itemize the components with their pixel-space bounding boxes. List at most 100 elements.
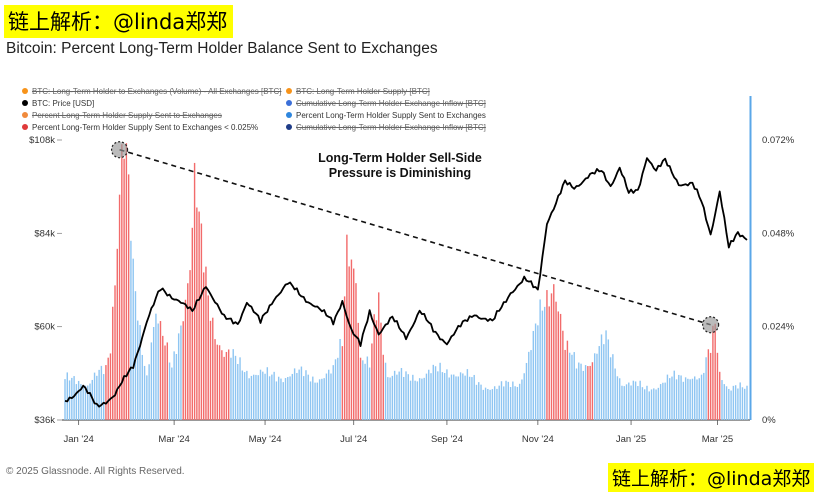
bar-red <box>159 321 162 420</box>
legend-dot-icon <box>22 112 28 118</box>
bar-blue <box>534 323 537 420</box>
chart-title: Bitcoin: Percent Long-Term Holder Balanc… <box>6 40 438 57</box>
bar-blue <box>418 378 421 420</box>
bar-blue <box>694 376 696 420</box>
legend-item[interactable]: Cumulative Long-Term Holder Exchange Inf… <box>286 122 486 134</box>
bar-blue <box>605 330 607 420</box>
bar-blue <box>732 385 735 420</box>
x-tick-label: Jan '25 <box>616 434 646 445</box>
bar-blue <box>568 352 571 420</box>
bar-blue <box>687 378 689 420</box>
bar-blue <box>634 381 637 420</box>
legend-label: BTC: Price [USD] <box>32 99 95 108</box>
legend-label: BTC: Long-Term Holder to Exchanges (Volu… <box>32 87 282 96</box>
bar-blue <box>75 384 78 420</box>
bar-blue <box>493 386 496 420</box>
legend-item[interactable]: BTC: Long-Term Holder to Exchanges (Volu… <box>22 86 281 98</box>
bar-blue <box>648 391 650 420</box>
bar-red <box>202 272 205 420</box>
bar-red <box>709 352 712 420</box>
bar-blue <box>250 375 253 420</box>
legend-item[interactable]: Cumulative Long-Term Holder Exchange Inf… <box>286 98 486 110</box>
legend-dot-icon <box>286 112 292 118</box>
legend-dot-icon <box>286 124 292 130</box>
bar-red <box>207 295 209 420</box>
bar-blue <box>150 342 153 420</box>
copyright-footer: © 2025 Glassnode. All Rights Reserved. <box>6 466 185 477</box>
bar-blue <box>737 388 739 420</box>
bar-blue <box>303 376 305 420</box>
bar-blue <box>409 380 412 420</box>
bar-blue <box>741 387 744 420</box>
bar-blue <box>307 374 309 420</box>
bar-blue <box>473 374 475 420</box>
bar-blue <box>689 379 691 420</box>
bar-blue <box>450 374 453 420</box>
legend-item[interactable]: Percent Long-Term Holder Supply Sent to … <box>22 110 222 122</box>
bar-blue <box>289 376 291 420</box>
bar-blue <box>678 374 680 420</box>
bar-blue <box>457 376 459 420</box>
bar-blue <box>662 382 664 420</box>
legend-label: Percent Long-Term Holder Supply Sent to … <box>32 111 222 120</box>
bar-blue <box>503 386 505 420</box>
x-tick-label: Sep '24 <box>431 434 463 445</box>
bar-blue <box>157 323 159 420</box>
bar-blue <box>334 359 337 420</box>
bar-red <box>566 340 569 420</box>
bar-blue <box>246 370 248 420</box>
bar-red <box>548 306 550 420</box>
bar-blue <box>468 376 471 420</box>
bar-blue <box>641 387 644 420</box>
bar-red <box>105 365 107 420</box>
bar-blue <box>671 376 673 420</box>
bar-blue <box>98 369 100 420</box>
bar-blue <box>230 357 232 420</box>
bar-red <box>109 353 112 420</box>
legend-item[interactable]: BTC: Price [USD] <box>22 98 94 110</box>
bar-blue <box>262 371 264 420</box>
bar-blue <box>666 374 669 420</box>
watermark-bottom: 链上解析：@linda郑郑 <box>608 463 815 492</box>
bar-red <box>107 357 109 420</box>
legend-item[interactable]: BTC: Long-Term Holder Supply [BTC] <box>286 86 430 98</box>
bar-blue <box>596 353 598 420</box>
bar-red <box>719 371 721 420</box>
legend-item[interactable]: Percent Long-Term Holder Supply Sent to … <box>286 110 486 122</box>
bar-blue <box>432 364 434 420</box>
annotation-line: Long-Term Holder Sell-Side <box>318 151 482 165</box>
bar-blue <box>275 381 278 420</box>
bar-red <box>353 268 355 420</box>
bar-blue <box>628 382 630 420</box>
bar-blue <box>744 388 746 420</box>
bar-blue <box>571 354 573 420</box>
bar-blue <box>180 325 182 420</box>
bar-blue <box>400 367 403 420</box>
x-tick-label: Jul '24 <box>340 434 367 445</box>
bar-blue <box>248 378 250 420</box>
bar-blue <box>478 382 480 420</box>
bar-blue <box>439 362 441 420</box>
bar-red <box>348 266 350 420</box>
bar-red <box>182 321 184 420</box>
x-tick-label: Mar '25 <box>702 434 733 445</box>
bar-blue <box>414 380 416 420</box>
bar-blue <box>739 382 741 420</box>
price-layer <box>64 157 748 408</box>
bar-blue <box>703 372 705 420</box>
bar-blue <box>644 389 646 420</box>
bar-red <box>209 320 212 420</box>
bar-red <box>553 284 555 420</box>
bar-blue <box>496 388 498 420</box>
bar-red <box>125 143 128 420</box>
bar-red <box>378 292 380 420</box>
bar-red <box>112 306 114 420</box>
bar-blue <box>130 240 132 420</box>
legend-item[interactable]: Percent Long-Term Holder Supply Sent to … <box>22 122 258 134</box>
bar-blue <box>389 377 391 420</box>
bar-red <box>166 342 169 420</box>
bar-red <box>350 259 353 420</box>
bar-blue <box>698 378 700 420</box>
bar-blue <box>630 385 632 420</box>
